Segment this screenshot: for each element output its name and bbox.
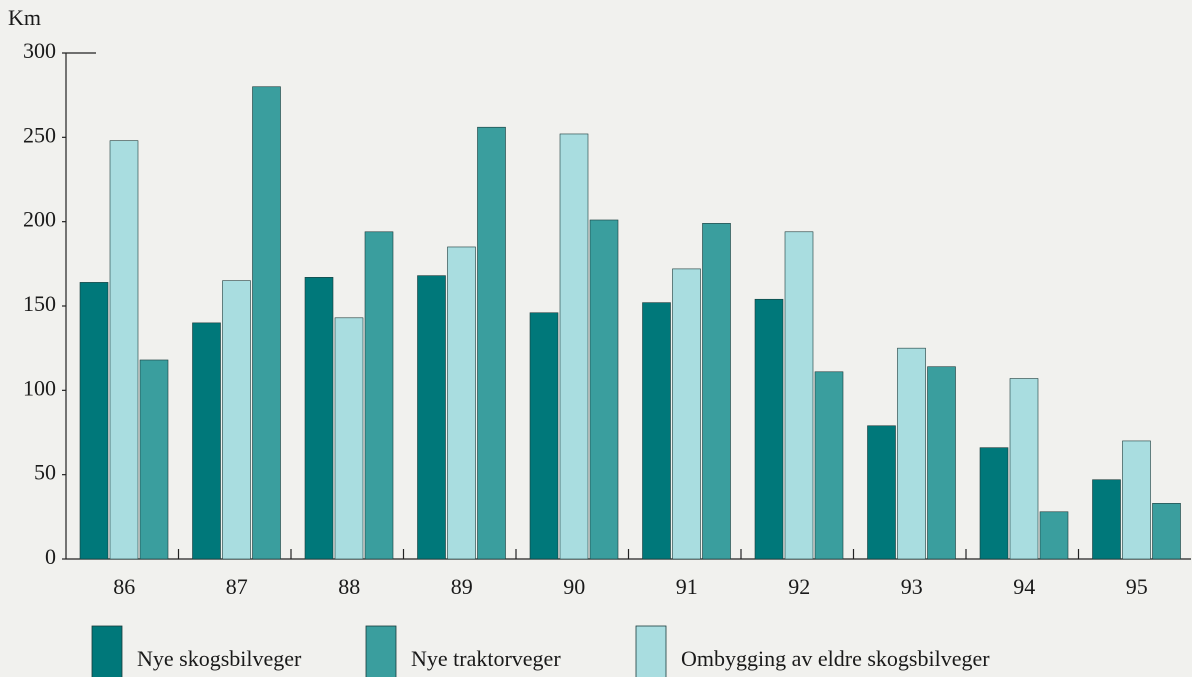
y-tick-label: 50: [34, 460, 56, 485]
bar: [927, 366, 956, 560]
bar: [1092, 479, 1121, 560]
y-tick-label: 300: [23, 38, 56, 63]
bar: [754, 298, 784, 560]
x-tick-label: 91: [676, 574, 698, 599]
bar: [139, 359, 169, 560]
bar: [559, 133, 589, 560]
bar: [79, 282, 109, 560]
y-tick-label: 100: [23, 375, 56, 400]
x-tick-label: 87: [226, 574, 248, 599]
bar: [1039, 511, 1069, 560]
bar: [784, 231, 814, 560]
bar: [867, 425, 896, 560]
bar: [447, 246, 476, 560]
bar: [109, 140, 139, 560]
bar: [1152, 503, 1181, 560]
bar: [702, 223, 731, 560]
bar: [477, 126, 506, 560]
bar: [814, 371, 844, 560]
bar: [1009, 378, 1039, 560]
bar: [897, 347, 926, 560]
y-tick-label: 150: [23, 291, 56, 316]
y-axis-label: Km: [8, 5, 41, 30]
y-tick-label: 200: [23, 207, 56, 232]
bar: [364, 231, 394, 560]
bar: [417, 275, 446, 560]
x-tick-label: 95: [1126, 574, 1148, 599]
y-tick-label: 250: [23, 122, 56, 147]
x-tick-label: 89: [451, 574, 473, 599]
x-tick-label: 90: [563, 574, 585, 599]
legend-label: Nye skogsbilveger: [137, 646, 302, 671]
x-tick-label: 93: [901, 574, 923, 599]
bar: [222, 280, 251, 560]
x-tick-label: 94: [1013, 574, 1035, 599]
bar: [252, 86, 281, 560]
bar: [304, 277, 334, 560]
bar: [672, 268, 701, 560]
x-tick-label: 86: [113, 574, 135, 599]
x-tick-label: 92: [788, 574, 810, 599]
legend-swatch: [635, 625, 667, 677]
bar: [1122, 440, 1151, 560]
y-tick-label: 0: [45, 544, 56, 569]
legend-label: Ombygging av eldre skogsbilveger: [681, 646, 990, 671]
bar: [979, 447, 1009, 560]
x-tick-label: 88: [338, 574, 360, 599]
bar: [529, 312, 559, 560]
legend-swatch: [91, 625, 123, 677]
legend-label: Nye traktorveger: [411, 646, 561, 671]
bar: [334, 317, 364, 560]
bar: [192, 322, 221, 560]
bar: [642, 302, 671, 560]
legend-swatch: [365, 625, 397, 677]
bar: [589, 219, 619, 560]
